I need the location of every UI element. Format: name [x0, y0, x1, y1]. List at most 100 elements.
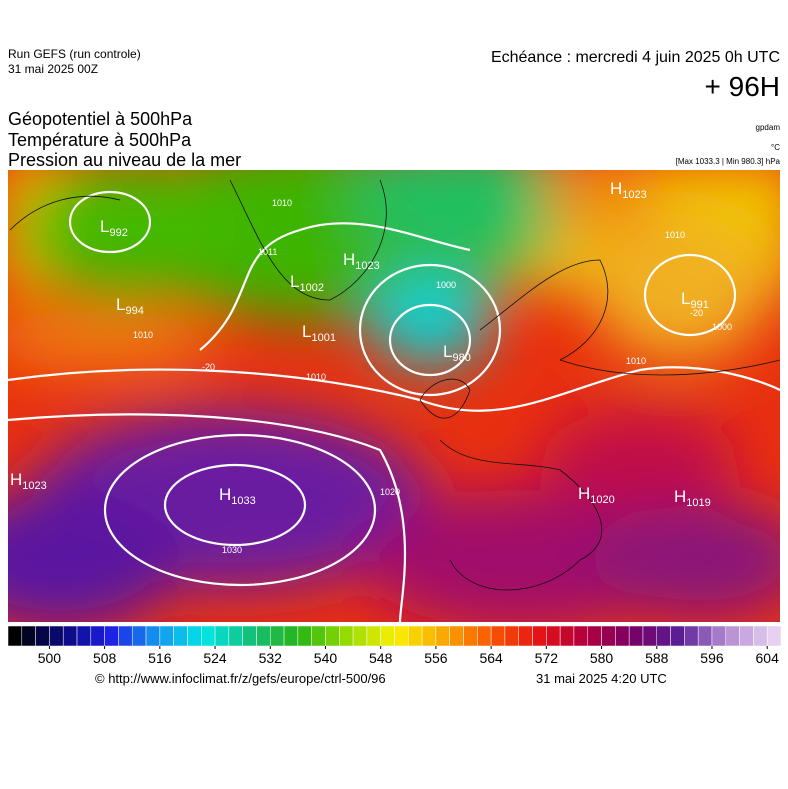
color-swatch [587, 625, 602, 647]
color-swatch [76, 625, 92, 647]
color-swatch [518, 625, 533, 647]
isobar-label: 1020 [380, 487, 400, 497]
pressure-center: L1002 [290, 272, 324, 294]
color-swatch [297, 625, 312, 647]
source: © http://www.infoclimat.fr/z/gefs/europe… [95, 671, 386, 686]
color-swatch [21, 625, 36, 647]
center-value: 980 [452, 352, 470, 364]
colorbar: 500 508 516 524 532 540 548 556 564 572 580 588 596 6… [7, 625, 782, 666]
center-type: L [443, 342, 452, 361]
center-value: 1002 [299, 282, 323, 294]
color-swatch [131, 625, 147, 647]
map: L992L1002H1023L994L1001L980L991H1023H102… [8, 170, 780, 622]
pressure-center: L1001 [302, 322, 336, 344]
color-swatch [339, 625, 354, 647]
color-swatch [766, 625, 782, 647]
color-swatch [283, 625, 299, 647]
color-swatch [118, 625, 133, 647]
center-type: L [100, 217, 109, 236]
isobar-label: 1010 [665, 230, 685, 240]
colorbar-tick-label: 572 [535, 650, 559, 666]
color-swatch [504, 625, 519, 647]
color-swatch [311, 625, 326, 647]
center-type: H [10, 470, 22, 489]
isobar-label: 1010 [272, 198, 292, 208]
pressure-center: L994 [116, 295, 144, 317]
isobar-label: 1010 [626, 356, 646, 366]
coastlines [9, 179, 780, 591]
center-type: H [578, 484, 590, 503]
unit: °C [771, 143, 780, 152]
color-swatch [463, 625, 478, 647]
color-swatch [684, 625, 699, 647]
isobars [8, 190, 780, 622]
colorbar-tick-label: 596 [700, 650, 724, 666]
pressure-center: H1023 [10, 470, 47, 492]
color-swatch [366, 625, 381, 647]
center-value: 992 [109, 227, 127, 239]
lead-time: + 96H [705, 71, 781, 102]
isobar-label: 1010 [306, 372, 326, 382]
color-swatch [739, 625, 754, 647]
field-name: Pression au niveau de la mer [8, 150, 241, 170]
unit: [Max 1033.3 | Min 980.3] hPa [676, 157, 781, 166]
color-swatch [725, 625, 740, 647]
colorbar-tick-label: 588 [645, 650, 669, 666]
colorbar-tick-label: 580 [590, 650, 614, 666]
color-swatch [90, 625, 105, 647]
center-type: H [219, 485, 231, 504]
color-swatch [628, 625, 644, 647]
color-swatch [380, 625, 395, 647]
color-swatch [35, 625, 50, 647]
center-value: 1023 [22, 480, 46, 492]
color-swatch [573, 625, 588, 647]
color-swatch [159, 625, 174, 647]
center-type: L [290, 272, 299, 291]
colorbar-tick-label: 556 [424, 650, 448, 666]
center-type: L [681, 289, 690, 308]
color-swatch [228, 625, 243, 647]
colorbar-tick-label: 564 [479, 650, 503, 666]
center-value: 1020 [590, 494, 614, 506]
color-swatch [104, 625, 119, 647]
valid-time: Echéance : mercredi 4 juin 2025 0h UTC [491, 49, 780, 66]
color-swatch [394, 625, 409, 647]
center-value: 1023 [622, 189, 646, 201]
center-value: 1033 [231, 495, 255, 507]
color-swatch [449, 625, 464, 647]
color-swatch [352, 625, 368, 647]
colorbar-tick-label: 548 [369, 650, 393, 666]
center-type: L [116, 295, 125, 314]
color-swatch [62, 625, 78, 647]
color-swatch [201, 625, 216, 647]
isobar-label: 1010 [133, 330, 153, 340]
color-swatch [656, 625, 671, 647]
isobar-label: 1000 [712, 322, 732, 332]
color-swatch [532, 625, 547, 647]
color-swatch [214, 625, 230, 647]
pressure-center: H1020 [578, 484, 615, 506]
center-type: L [302, 322, 311, 341]
pressure-center: H1019 [674, 487, 711, 509]
colorbar-tick-label: 508 [93, 650, 117, 666]
color-swatch [753, 625, 768, 647]
colorbar-tick-label: 500 [38, 650, 62, 666]
colorbar-tick-label: 604 [756, 650, 780, 666]
pressure-center: L991 [681, 289, 709, 311]
pressure-center: H1033 [219, 485, 256, 507]
color-swatch [697, 625, 713, 647]
center-value: 1001 [311, 332, 335, 344]
run-date: 31 mai 2025 00Z [8, 62, 98, 76]
center-value: 991 [690, 299, 708, 311]
isobar-label: -20 [690, 308, 703, 318]
color-swatch [242, 625, 257, 647]
center-type: H [674, 487, 686, 506]
color-swatch [490, 625, 506, 647]
colorbar-tick-label: 524 [203, 650, 227, 666]
center-value: 1019 [686, 497, 710, 509]
color-swatch [711, 625, 727, 647]
pressure-center: H1023 [343, 250, 380, 272]
color-swatch [421, 625, 437, 647]
